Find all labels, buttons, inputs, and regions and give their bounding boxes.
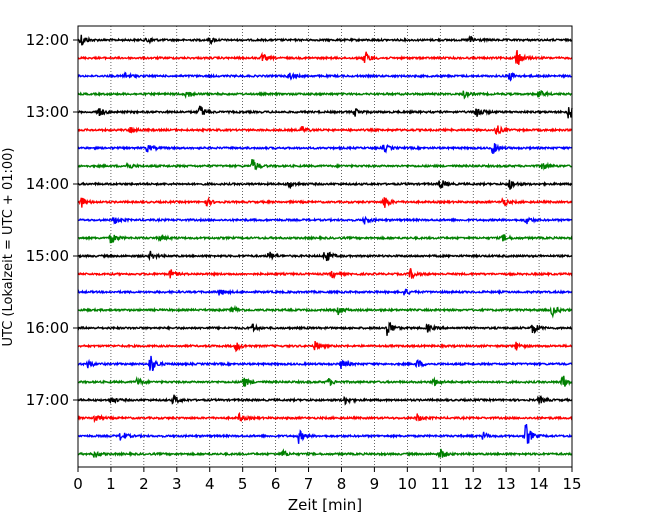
trace-1200 [77,34,573,46]
trace-1215 [77,50,573,65]
trace-1645 [77,375,573,387]
y-tick-label: 14:00 [26,175,69,193]
x-tick-label: 15 [562,475,581,493]
trace-1545 [77,304,573,319]
trace-1630 [77,355,573,372]
trace-1230 [77,71,573,82]
trace-1400 [77,179,573,190]
x-axis-label: Zeit [min] [288,496,362,514]
x-tick-label: 8 [337,475,347,493]
x-tick-label: 9 [370,475,380,493]
trace-1700 [77,394,573,406]
trace-1415 [77,196,573,208]
trace-1300 [77,105,573,119]
x-tick-label: 7 [304,475,314,493]
trace-1500 [77,250,573,262]
x-tick-label: 13 [497,475,516,493]
trace-1245 [77,89,573,100]
y-tick-label: 12:00 [26,31,69,49]
x-tick-label: 2 [139,475,149,493]
y-tick-label: 17:00 [26,391,69,409]
x-axis: 0 1 2 3 4 5 6 7 8 9 10 11 12 13 14 15 [73,467,582,493]
trace-1600 [77,321,573,336]
trace-1615 [77,340,573,353]
trace-1315 [77,125,573,136]
trace-1430 [77,215,573,225]
x-tick-label: 12 [464,475,483,493]
x-tick-label: 1 [106,475,116,493]
trace-1730 [77,424,573,444]
x-tick-label: 10 [398,475,417,493]
y-axis: 12:00 13:00 14:00 15:00 16:00 17:00 [26,31,78,409]
trace-1715 [77,411,573,424]
trace-1530 [77,288,573,296]
x-tick-label: 3 [172,475,182,493]
plot-frame [77,25,573,468]
y-tick-label: 13:00 [26,103,69,121]
y-tick-label: 15:00 [26,247,69,265]
y-axis-label: UTC (Lokalzeit = UTC + 01:00) [1,148,16,347]
trace-1745 [77,448,573,459]
trace-1515 [77,268,573,280]
plot-background [78,26,572,467]
x-tick-label: 0 [73,475,83,493]
trace-1330 [77,143,573,154]
trace-1345 [77,159,573,171]
x-tick-label: 6 [271,475,281,493]
trace-1445 [77,233,573,244]
x-tick-label: 14 [530,475,549,493]
traces [77,34,573,459]
y-tick-label: 16:00 [26,319,69,337]
x-tick-label: 4 [205,475,215,493]
x-tick-label: 11 [431,475,450,493]
x-tick-label: 5 [238,475,248,493]
